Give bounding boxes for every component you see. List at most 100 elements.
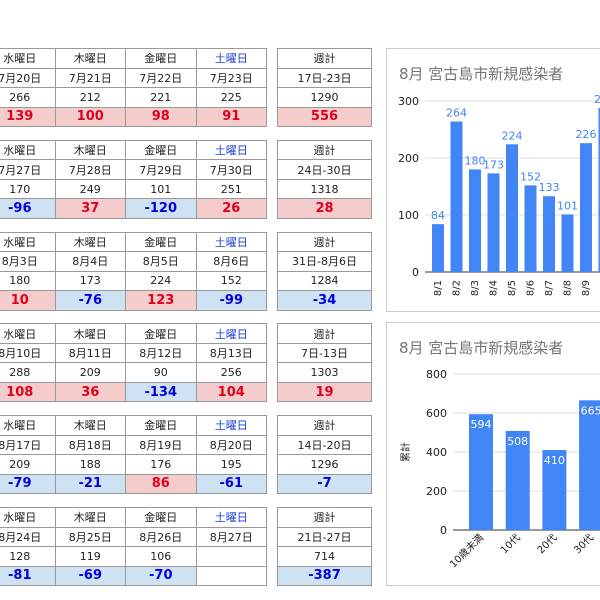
value-label: 508 [507, 435, 528, 448]
day-header: 水曜日 [0, 231, 56, 253]
row: 週計 [277, 231, 372, 253]
day-header: 木曜日 [54, 415, 126, 436]
value-label: 665 [581, 404, 600, 417]
day-table: 水曜日 木曜日 金曜日 土曜日 8月24日 8月25日 8月26日 8月27日 128 119 10… [0, 507, 267, 586]
value-label: 180 [465, 154, 486, 167]
diff-cell: -134 [125, 381, 197, 403]
row: 10 -76 123 -99 [0, 290, 267, 311]
day-header: 金曜日 [125, 139, 197, 161]
diff-cell: 108 [0, 381, 56, 403]
day-header: 水曜日 [0, 139, 56, 161]
count-cell: 180 [0, 270, 56, 292]
row: 209 188 176 195 [0, 454, 267, 475]
row: 7月27日 7月28日 7月29日 7月30日 [0, 159, 267, 180]
day-header: 土曜日 [195, 507, 267, 528]
bar [506, 144, 518, 272]
day-header: 金曜日 [125, 507, 197, 528]
date-cell: 7月20日 [0, 67, 56, 88]
bar [524, 185, 537, 272]
y-tick-label: 400 [426, 446, 447, 459]
row: 水曜日 木曜日 金曜日 土曜日 [0, 507, 267, 528]
y-tick-label: 800 [426, 368, 447, 381]
diff-cell: 139 [0, 106, 56, 127]
value-label: 173 [483, 158, 504, 171]
x-tick-label: 8/2 [452, 280, 463, 296]
bar [432, 224, 444, 272]
row: 14日-20日 [277, 434, 372, 456]
y-tick-label: 600 [426, 407, 447, 420]
date-cell: 8月5日 [125, 251, 197, 272]
day-header: 水曜日 [0, 415, 56, 436]
date-cell: 8月3日 [0, 251, 56, 272]
row: 28 [277, 198, 372, 219]
value-label: 224 [502, 129, 523, 142]
week-total: 1318 [277, 178, 372, 200]
x-tick-label: 30代 [572, 532, 597, 557]
bar [580, 143, 592, 272]
x-tick-label: 8/8 [563, 280, 574, 296]
row: 288 209 90 256 [0, 362, 267, 383]
chart-title: 8月 宮古島市新規感染者 [399, 65, 563, 83]
chart-title: 8月 宮古島市新規感染者 [399, 339, 563, 357]
day-header: 土曜日 [195, 415, 267, 436]
value-label: 264 [446, 107, 467, 120]
row: 1303 [277, 362, 372, 383]
row: 556 [277, 106, 372, 127]
diff-cell: 36 [54, 381, 126, 403]
day-table: 水曜日 木曜日 金曜日 土曜日 7月27日 7月28日 7月29日 7月30日 170 249 10… [0, 139, 267, 219]
bar [598, 107, 600, 272]
count-cell: 249 [54, 178, 126, 200]
diff-cell: -99 [195, 290, 267, 311]
count-cell: 152 [195, 270, 267, 292]
diff-cell: 37 [54, 198, 126, 219]
week-table: 週計 21日-27日 714 -387 [277, 507, 372, 586]
y-axis-label: 累計 [399, 442, 412, 462]
row: 108 36 -134 104 [0, 381, 267, 403]
week-diff: -7 [277, 473, 372, 495]
row: 170 249 101 251 [0, 178, 267, 200]
date-cell: 8月12日 [125, 342, 197, 364]
count-cell: 90 [125, 362, 197, 383]
date-cell: 8月4日 [54, 251, 126, 272]
diff-cell: -120 [125, 198, 197, 219]
week-table: 週計 24日-30日 1318 28 [277, 139, 372, 219]
row: -387 [277, 565, 372, 586]
date-cell: 7月30日 [195, 159, 267, 180]
day-header: 水曜日 [0, 323, 56, 344]
week-table: 週計 14日-20日 1296 -7 [277, 415, 372, 495]
diff-cell: -61 [195, 473, 267, 495]
week-diff: -387 [277, 565, 372, 586]
row: 8月10日 8月11日 8月12日 8月13日 [0, 342, 267, 364]
diff-cell: -79 [0, 473, 56, 495]
day-header: 土曜日 [195, 231, 267, 253]
count-cell: 288 [0, 362, 56, 383]
bar [561, 214, 574, 272]
row: 週計 [277, 48, 372, 69]
week-range: 31日-8月6日 [277, 251, 372, 272]
week-table: 週計 7日-13日 1303 19 [277, 323, 372, 403]
value-label: 410 [544, 454, 565, 467]
week-header: 週計 [277, 48, 372, 69]
count-cell: 106 [125, 546, 197, 567]
date-cell: 8月25日 [54, 526, 126, 547]
chart: 8月 宮古島市新規感染者 0 100 200 300 84 8/1 264 8/2 180 8/3 1… [398, 65, 600, 302]
row: 8月17日 8月18日 8月19日 8月20日 [0, 434, 267, 456]
row: 水曜日 木曜日 金曜日 土曜日 [0, 48, 267, 69]
row: 19 [277, 381, 372, 403]
count-cell [195, 546, 267, 567]
value-label: 226 [576, 128, 597, 141]
day-header: 金曜日 [125, 48, 197, 69]
row: -79 -21 86 -61 [0, 473, 267, 495]
date-cell: 7月28日 [54, 159, 126, 180]
row: -81 -69 -70 [0, 565, 267, 586]
week-total: 1296 [277, 454, 372, 475]
row: 水曜日 木曜日 金曜日 土曜日 [0, 323, 267, 344]
diff-cell [195, 565, 267, 586]
row: 週計 [277, 507, 372, 528]
day-header: 木曜日 [54, 323, 126, 344]
date-cell: 8月6日 [195, 251, 267, 272]
diff-cell: 98 [125, 106, 197, 127]
diff-cell: -69 [54, 565, 126, 586]
y-tick-label: 0 [440, 524, 447, 537]
